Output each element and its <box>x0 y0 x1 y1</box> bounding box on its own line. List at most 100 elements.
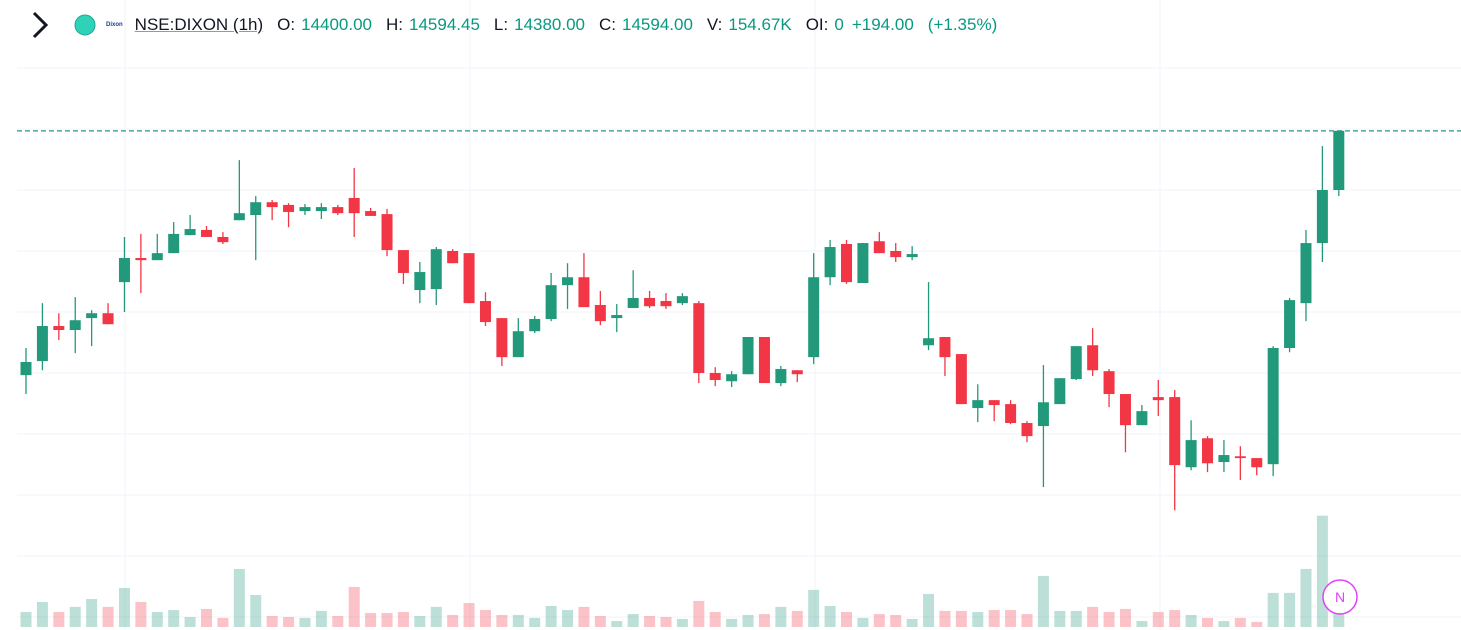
volume-bar <box>923 593 935 627</box>
candle-body <box>348 197 360 214</box>
change: +194.00 <box>851 15 914 34</box>
volume-bar <box>660 617 672 627</box>
candle-body <box>447 251 459 264</box>
candle-body <box>1087 345 1099 371</box>
volume-bar <box>365 613 377 627</box>
candle-body <box>184 229 196 236</box>
volume-bar <box>20 611 32 627</box>
candle-body <box>611 315 623 319</box>
news-marker[interactable] <box>1322 579 1358 615</box>
volume-bar <box>726 618 738 627</box>
volume-bar <box>1284 592 1296 627</box>
candle-body <box>1037 402 1049 427</box>
volume-bar <box>283 617 295 627</box>
volume-bar <box>1300 568 1312 627</box>
volume-bar <box>594 615 606 627</box>
volume-bar <box>1234 617 1246 627</box>
logo: Dixon <box>106 22 123 28</box>
candle-body <box>972 400 984 409</box>
legend-key: L: <box>493 15 509 34</box>
volume-bar <box>1218 621 1230 627</box>
volume-bar <box>562 610 574 627</box>
volume-bar <box>430 606 442 627</box>
candle-body <box>135 258 147 261</box>
volume-bar <box>611 621 623 627</box>
volume-bar <box>414 615 426 627</box>
candle-body <box>676 296 688 304</box>
volume-bar <box>299 617 311 627</box>
candle-body <box>1185 440 1197 468</box>
legend-key: C: <box>599 15 617 34</box>
candle-body <box>1169 397 1181 466</box>
legend-value: 154.67K <box>728 15 792 34</box>
candle-body <box>299 207 311 212</box>
candle-body <box>217 236 229 243</box>
candle-body <box>1284 300 1296 348</box>
candle-body <box>627 297 639 309</box>
collapse-chevron[interactable] <box>32 11 49 39</box>
legend-key: O: <box>277 15 296 34</box>
candle-body <box>86 313 98 319</box>
ohlc: O: 14400.00 H: 14594.45 L: 14380.00 C: 14594.00… <box>263 15 844 35</box>
change-pct: (+1.35%) <box>927 15 998 34</box>
volume-bar <box>151 611 163 627</box>
candle-body <box>1218 455 1230 463</box>
candle-body <box>939 337 951 358</box>
volume-bar <box>758 614 770 627</box>
symbol[interactable]: NSE:DIXON (1h) <box>134 15 264 34</box>
volume-bar <box>857 617 869 627</box>
volume-bar <box>873 614 885 627</box>
candle-body <box>890 251 902 258</box>
candle-body <box>726 374 738 382</box>
candle-body <box>414 272 426 291</box>
candle-body <box>102 313 114 325</box>
candle-body <box>365 211 377 216</box>
volume-bar <box>53 611 65 627</box>
candle-body <box>315 207 327 212</box>
candle-body <box>1103 371 1115 395</box>
candle-body <box>233 213 245 221</box>
candle-body <box>660 301 672 307</box>
volume-bar <box>627 614 639 627</box>
volume-bar <box>709 611 721 627</box>
volume-bar <box>529 617 541 627</box>
candle-body <box>496 318 508 358</box>
candle-body <box>955 354 967 405</box>
candle-body <box>906 254 918 258</box>
candle-body <box>742 337 754 375</box>
candle-body <box>1021 423 1033 437</box>
candle-body <box>1136 411 1148 426</box>
candle-body <box>545 285 557 320</box>
candle-body <box>923 338 935 346</box>
news-marker-label: N <box>1335 589 1345 605</box>
volume-bar <box>578 606 590 627</box>
candle-body <box>775 369 787 384</box>
legend-value: 14594.00 <box>622 15 693 34</box>
candle-body <box>1267 347 1279 465</box>
candle-body <box>36 326 48 362</box>
candle-body <box>332 207 344 214</box>
candle-body <box>53 326 65 330</box>
volume-bar <box>102 606 114 627</box>
candle-body <box>1005 404 1017 424</box>
volume-bar <box>1169 610 1181 627</box>
candle-body <box>1333 130 1345 191</box>
candle-body <box>1300 243 1312 304</box>
volume-bar <box>1070 610 1082 627</box>
candle-body <box>758 337 770 384</box>
volume-bar <box>1037 575 1049 627</box>
candle-body <box>824 247 836 278</box>
legend-value: 14594.45 <box>409 15 480 34</box>
candle-body <box>201 229 213 237</box>
volume-bar <box>250 594 262 627</box>
candle-body <box>463 253 475 304</box>
volume-bar <box>1251 621 1263 627</box>
volume-bar <box>1202 617 1214 627</box>
candle-body <box>1119 394 1131 426</box>
volume-bar <box>1152 611 1164 627</box>
candle-body <box>1316 190 1328 244</box>
volume-bar <box>397 611 409 627</box>
volume-bar <box>906 618 918 627</box>
